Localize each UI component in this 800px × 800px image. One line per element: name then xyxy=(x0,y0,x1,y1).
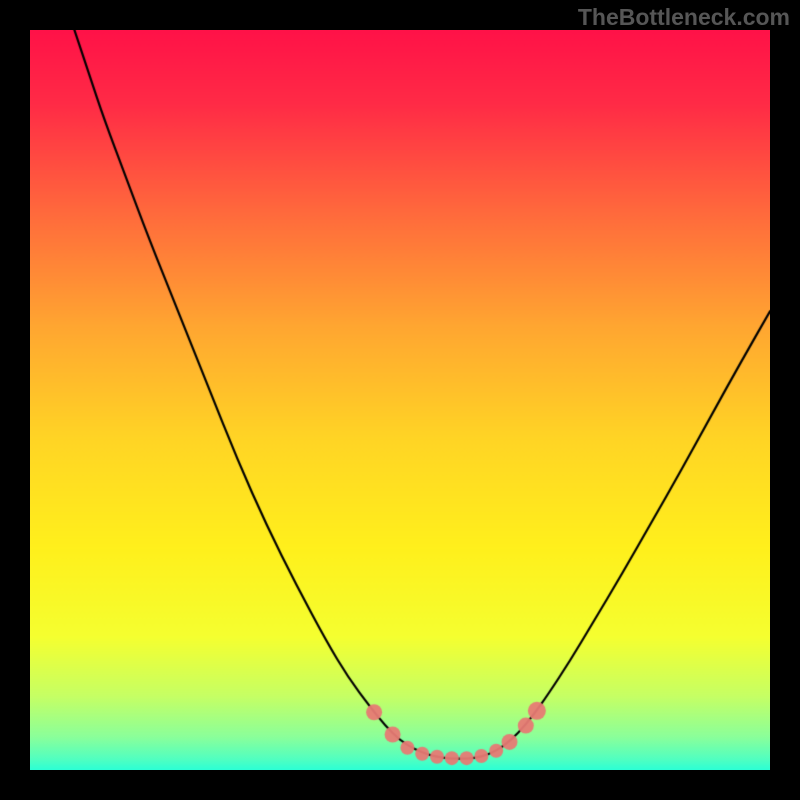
chart-frame: TheBottleneck.com xyxy=(0,0,800,800)
bottleneck-curve-chart xyxy=(30,30,770,770)
watermark-text: TheBottleneck.com xyxy=(578,4,790,31)
